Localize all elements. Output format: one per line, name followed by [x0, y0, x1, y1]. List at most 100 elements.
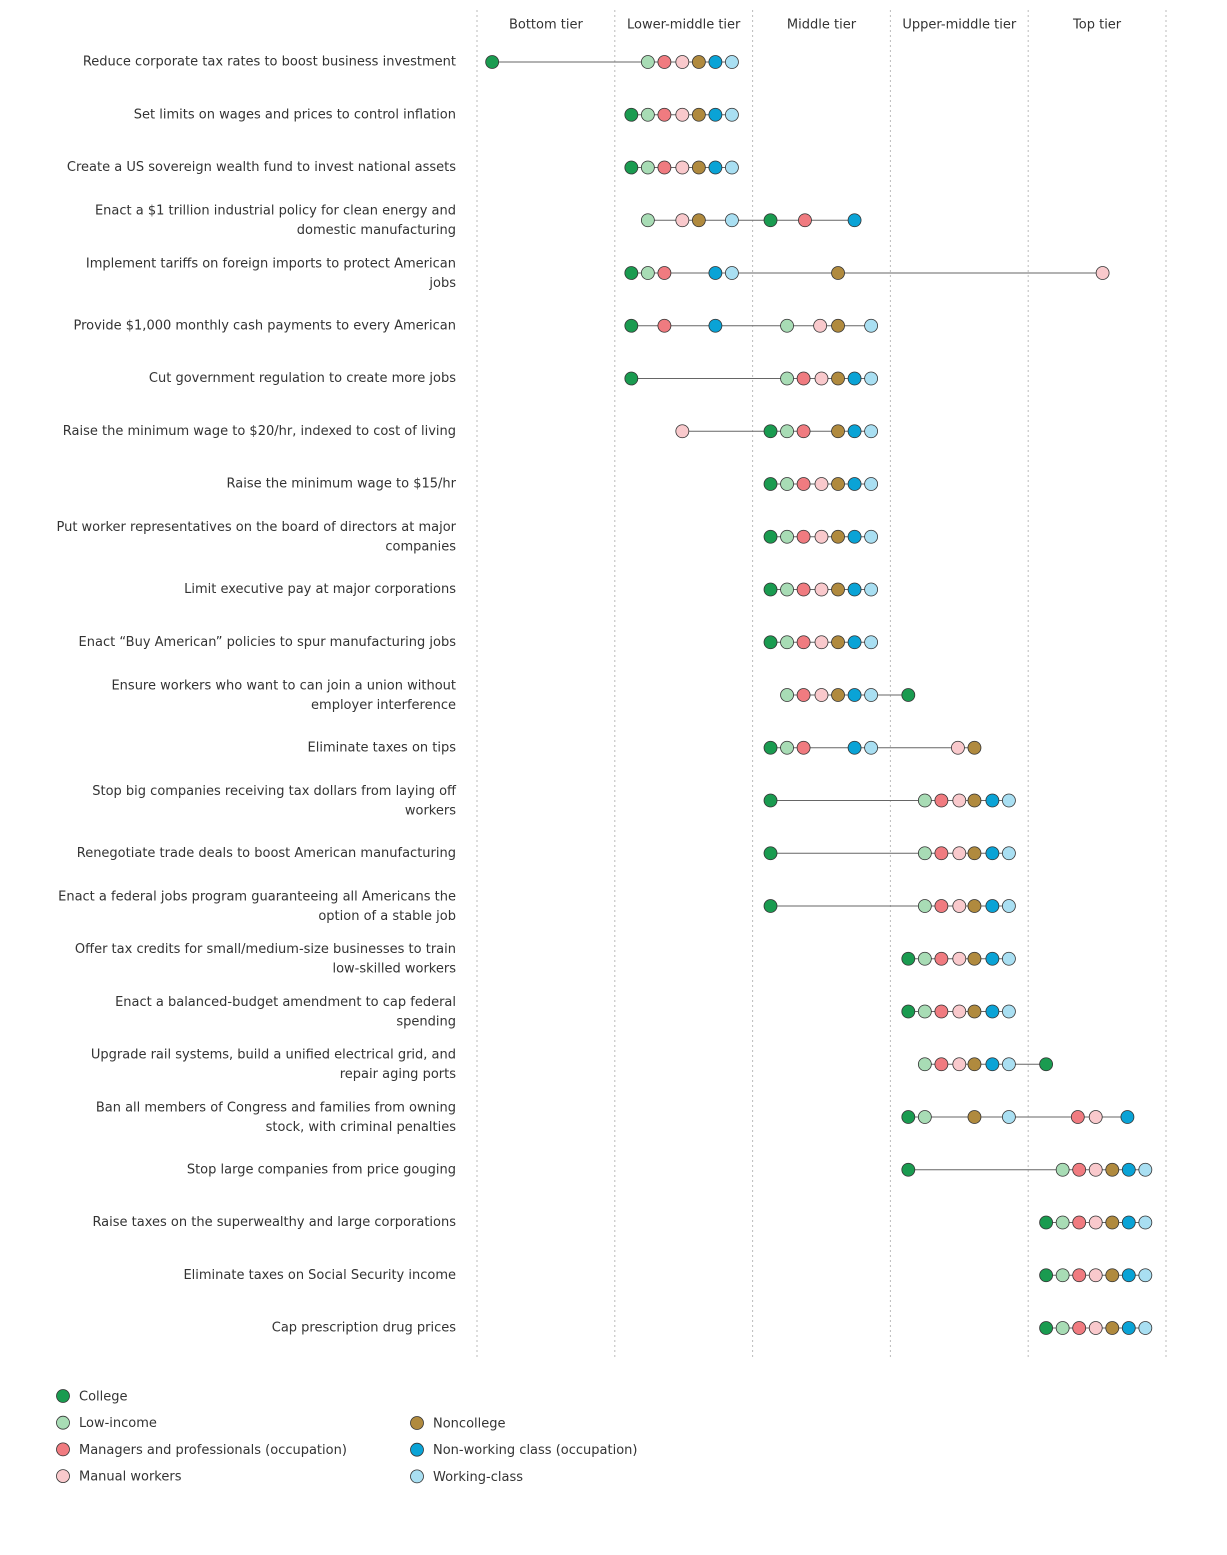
dot: [640, 213, 655, 228]
dot: [847, 213, 862, 228]
tier-label: Bottom tier: [509, 18, 584, 33]
dot: [675, 424, 690, 439]
dot: [985, 1004, 1000, 1019]
label-line: Enact a federal jobs program guaranteein…: [58, 889, 456, 904]
dot: [1039, 1057, 1054, 1072]
dot: [985, 793, 1000, 808]
dot: [814, 582, 829, 597]
legend-label: Working-class: [433, 1470, 523, 1485]
dot: [796, 424, 811, 439]
tier-label: Top tier: [1072, 18, 1122, 33]
dot: [1072, 1162, 1087, 1177]
dot: [796, 635, 811, 650]
dot: [708, 55, 723, 69]
dot: [901, 1162, 916, 1177]
category-label: Implement tariffs on foreign imports to …: [86, 256, 456, 291]
dot: [864, 477, 879, 491]
dot: [657, 160, 672, 175]
dot: [780, 371, 794, 386]
dot: [624, 160, 639, 175]
dot: [967, 899, 982, 913]
dot: [847, 635, 862, 650]
dot: [1138, 1268, 1153, 1283]
dot: [763, 529, 778, 544]
label-line: Offer tax credits for small/medium-size …: [75, 942, 456, 957]
dot: [864, 688, 879, 702]
dot: [1002, 1004, 1016, 1019]
dot: [763, 899, 778, 913]
dot: [847, 424, 862, 439]
dot: [691, 107, 706, 122]
label-line: spending: [396, 1014, 456, 1029]
dot: [624, 371, 639, 386]
dot: [917, 846, 932, 861]
dot: [967, 1057, 982, 1072]
category-label: Create a US sovereign wealth fund to inv…: [67, 160, 456, 175]
legend-swatch: [56, 1389, 70, 1403]
dot: [1105, 1321, 1120, 1335]
dot: [831, 582, 845, 597]
label-line: Enact a $1 trillion industrial policy fo…: [95, 203, 456, 218]
dot: [1088, 1110, 1103, 1124]
dot: [780, 635, 794, 650]
dot: [1121, 1162, 1136, 1177]
dot: [1121, 1268, 1136, 1283]
label-line: Stop big companies receiving tax dollars…: [92, 783, 457, 798]
dot: [864, 529, 879, 544]
dot: [675, 213, 690, 228]
label-line: Put worker representatives on the board …: [56, 520, 456, 535]
dot: [952, 1057, 967, 1072]
dot: [1039, 1268, 1054, 1283]
dot: [831, 266, 845, 280]
dot: [1121, 1321, 1136, 1335]
dot: [1055, 1215, 1070, 1230]
dot: [864, 371, 879, 386]
label-line: workers: [405, 803, 456, 818]
dot: [780, 477, 794, 491]
dot: [1070, 1110, 1085, 1124]
dot: [640, 160, 655, 175]
dot: [657, 266, 672, 280]
category-label: Ensure workers who want to can join a un…: [111, 678, 456, 713]
dot: [1055, 1268, 1070, 1283]
dot: [1138, 1321, 1153, 1335]
dot: [1039, 1321, 1054, 1335]
legend-label: Low-income: [79, 1416, 157, 1431]
dot: [796, 371, 811, 386]
dot: [675, 55, 690, 69]
legend-swatch: [410, 1416, 424, 1430]
dot: [780, 740, 794, 755]
dot: [847, 688, 862, 702]
dot: [657, 55, 672, 69]
dot: [1055, 1162, 1070, 1177]
dot: [814, 688, 829, 702]
dot: [1105, 1162, 1120, 1177]
dot: [934, 1004, 949, 1019]
dot: [917, 951, 932, 966]
category-label: Renegotiate trade deals to boost America…: [77, 846, 456, 861]
category-label: Put worker representatives on the board …: [56, 520, 456, 555]
dot: [624, 266, 639, 280]
dot: [847, 529, 862, 544]
dot: [901, 951, 916, 966]
dot: [985, 899, 1000, 913]
dot: [1105, 1215, 1120, 1230]
dot: [1039, 1215, 1054, 1230]
dot: [796, 740, 811, 755]
dot: [708, 266, 723, 280]
legend-label: College: [79, 1390, 128, 1405]
category-label: Cap prescription drug prices: [272, 1321, 456, 1336]
category-label: Offer tax credits for small/medium-size …: [75, 942, 456, 977]
dot: [780, 529, 794, 544]
dot: [934, 1057, 949, 1072]
tier-label: Upper-middle tier: [902, 18, 1016, 33]
dot: [763, 213, 778, 228]
dot: [1072, 1215, 1087, 1230]
dot: [780, 688, 794, 702]
dot: [967, 740, 982, 755]
dot: [691, 160, 706, 175]
dot: [624, 318, 639, 333]
dot: [831, 529, 845, 544]
dot: [796, 582, 811, 597]
